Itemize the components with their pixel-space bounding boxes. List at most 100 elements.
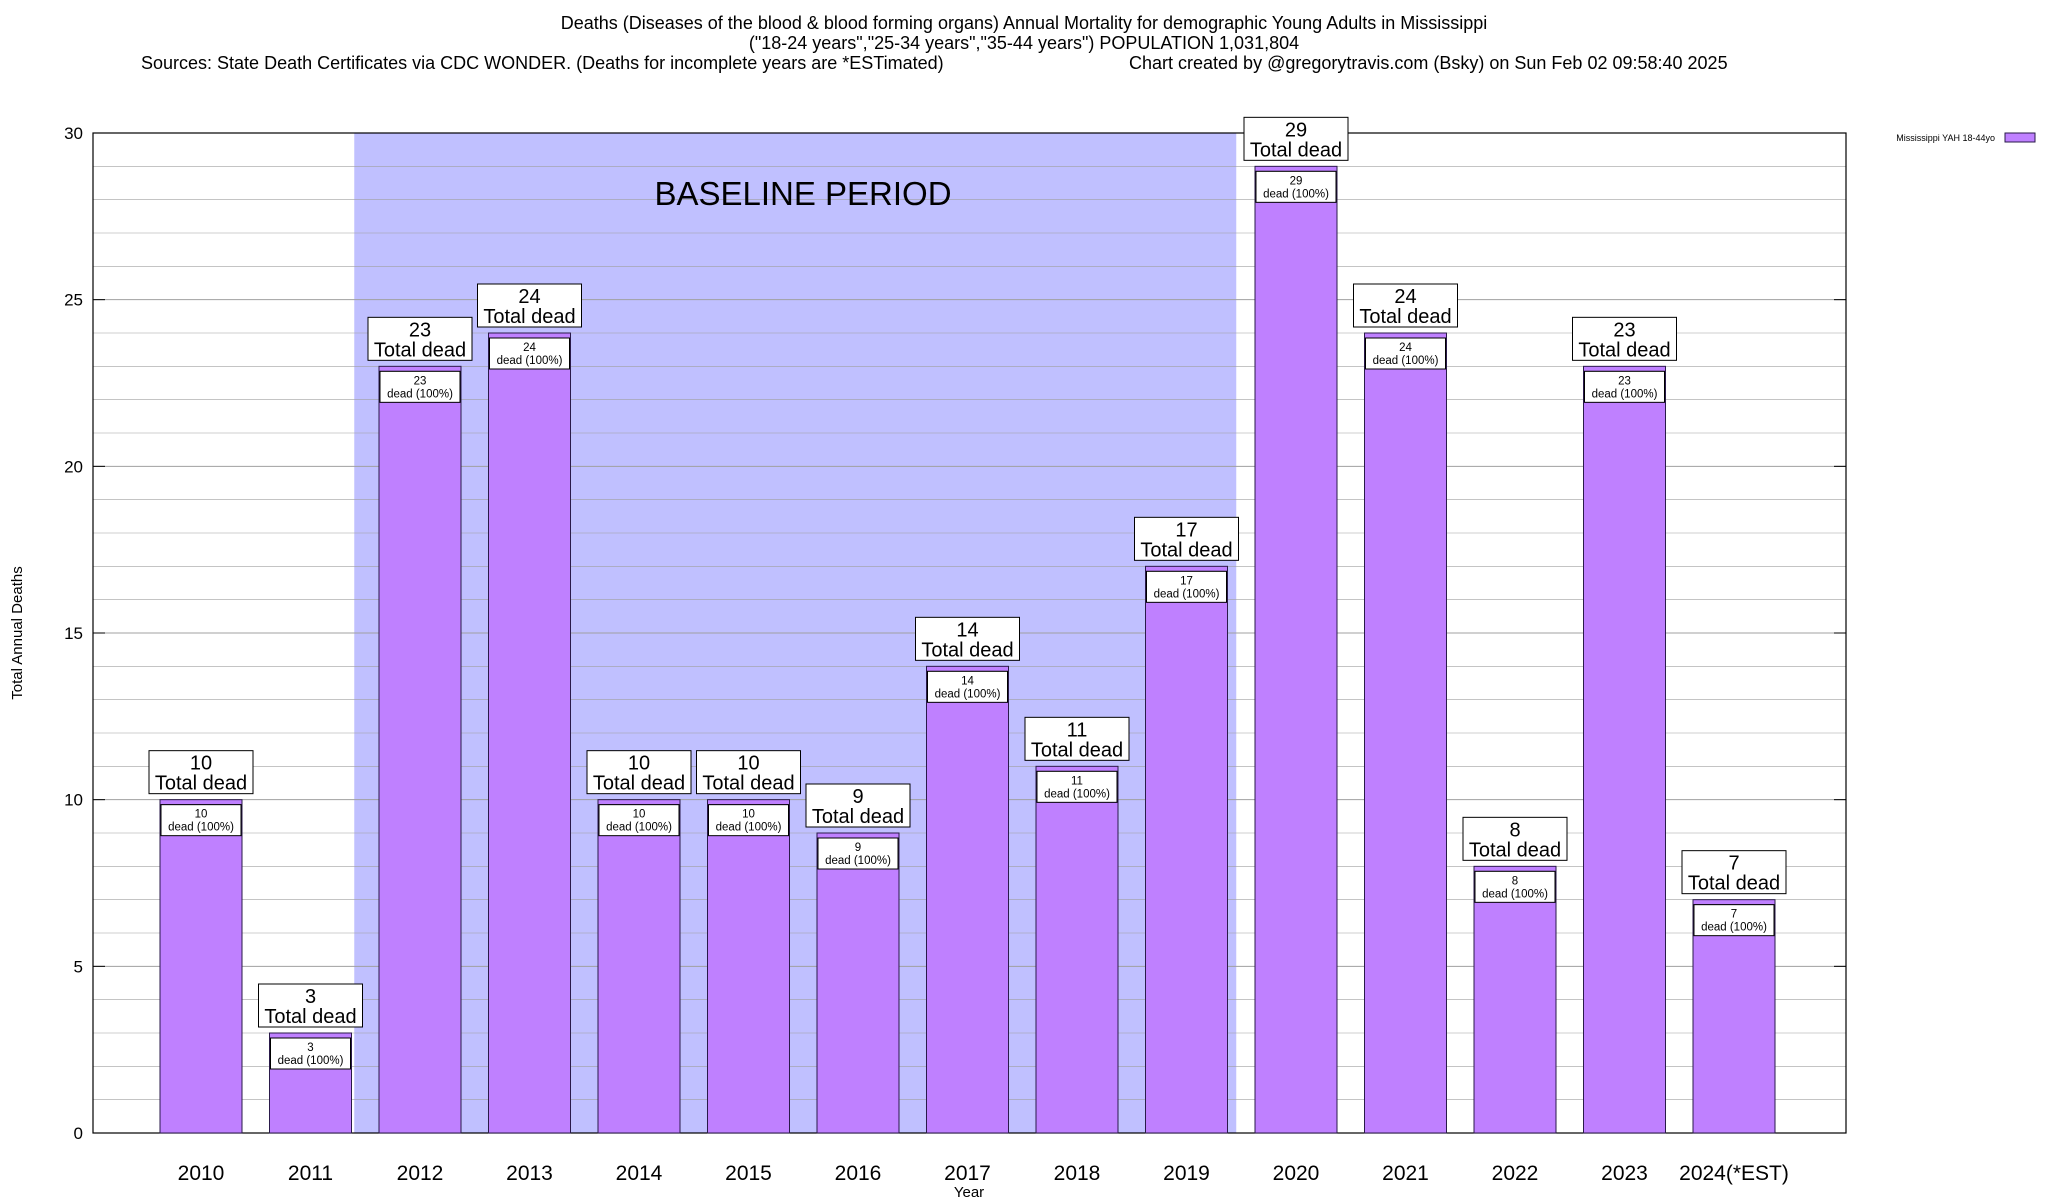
total-label-box — [148, 750, 254, 795]
total-label-box — [1134, 516, 1239, 561]
x-tick-label: 2021 — [1382, 1162, 1429, 1185]
x-tick-label: 2024(*EST) — [1679, 1162, 1789, 1185]
bar — [1145, 565, 1228, 1134]
bar — [926, 665, 1009, 1134]
bar — [378, 365, 462, 1134]
x-tick-label: 2015 — [725, 1162, 772, 1185]
inner-label-box — [1365, 337, 1446, 370]
x-tick-label: 2014 — [616, 1162, 663, 1185]
inner-label-text: dead (100%) — [387, 388, 453, 400]
inner-label-box — [598, 804, 680, 837]
total-label-box — [915, 616, 1020, 661]
total-label-box — [1462, 816, 1568, 861]
total-label-text: Total dead — [1140, 539, 1232, 561]
x-tick-label: 2010 — [178, 1162, 225, 1185]
x-tick-label: 2018 — [1054, 1162, 1101, 1185]
chart-subtitle: ("18-24 years","25-34 years","35-44 year… — [748, 33, 1300, 53]
total-label-box — [477, 283, 582, 328]
total-label-value: 29 — [1285, 119, 1307, 141]
bar — [1035, 765, 1119, 1134]
x-tick-label: 2016 — [835, 1162, 882, 1185]
inner-label-box — [1036, 770, 1118, 803]
y-tick-label: 25 — [64, 291, 83, 310]
total-label-box — [258, 983, 363, 1028]
inner-label-text: dead (100%) — [1701, 922, 1767, 934]
inner-label-box — [1255, 170, 1337, 203]
inner-label-text: dead (100%) — [278, 1055, 344, 1067]
total-label-text: Total dead — [1250, 139, 1342, 161]
bar — [597, 799, 681, 1134]
total-label-value: 7 — [1728, 853, 1739, 875]
x-tick-label: 2013 — [506, 1162, 553, 1185]
total-label-box — [805, 783, 911, 828]
inner-label-box — [708, 804, 789, 837]
inner-label-text: dead (100%) — [1263, 188, 1329, 200]
total-label-text: Total dead — [702, 773, 794, 795]
total-label-text: Total dead — [264, 1006, 356, 1028]
y-tick-label: 15 — [64, 624, 83, 643]
inner-label-box — [1584, 370, 1665, 403]
inner-label-value: 29 — [1290, 175, 1303, 187]
total-label-box — [1024, 716, 1130, 761]
inner-label-value: 17 — [1180, 575, 1193, 587]
total-label-text: Total dead — [1469, 839, 1561, 861]
chart-credit: Chart created by @gregorytravis.com (Bsk… — [1129, 53, 1728, 73]
chart-title: Deaths (Diseases of the blood & blood fo… — [560, 13, 1488, 33]
total-label-value: 24 — [1394, 286, 1416, 308]
inner-label-text: dead (100%) — [1373, 355, 1439, 367]
total-label-box — [1353, 283, 1458, 328]
bar — [159, 799, 243, 1134]
chart-sources: Sources: State Death Certificates via CD… — [141, 53, 944, 73]
total-label-value: 23 — [1613, 319, 1635, 341]
total-label-text: Total dead — [1359, 306, 1451, 328]
bar — [1692, 899, 1776, 1134]
inner-label-text: dead (100%) — [168, 822, 234, 834]
total-label-text: Total dead — [812, 806, 904, 828]
total-label-box — [1572, 316, 1677, 361]
inner-label-text: dead (100%) — [1154, 588, 1220, 600]
total-label-value: 24 — [518, 286, 540, 308]
total-label-box — [367, 316, 473, 361]
total-label-text: Total dead — [374, 339, 466, 361]
legend-swatch — [2004, 132, 2036, 143]
total-label-text: Total dead — [593, 773, 685, 795]
total-label-box — [1243, 116, 1349, 161]
total-label-box — [696, 750, 801, 795]
inner-label-box — [160, 804, 242, 837]
inner-label-value: 24 — [523, 342, 536, 354]
inner-label-text: dead (100%) — [825, 855, 891, 867]
inner-label-text: dead (100%) — [1592, 388, 1658, 400]
inner-label-value: 23 — [414, 375, 427, 387]
total-label-value: 17 — [1175, 519, 1197, 541]
inner-label-value: 7 — [1731, 909, 1737, 921]
total-label-value: 8 — [1509, 819, 1520, 841]
inner-label-value: 24 — [1399, 342, 1412, 354]
total-label-text: Total dead — [1688, 873, 1780, 895]
bar — [1364, 332, 1447, 1134]
bar — [816, 832, 900, 1134]
x-tick-label: 2023 — [1601, 1162, 1648, 1185]
inner-label-value: 9 — [855, 842, 861, 854]
inner-label-text: dead (100%) — [606, 822, 672, 834]
inner-label-box — [1693, 904, 1775, 937]
total-label-box — [1681, 850, 1787, 895]
total-label-value: 10 — [190, 753, 212, 775]
y-tick-label: 10 — [64, 791, 83, 810]
total-label-value: 9 — [852, 786, 863, 808]
inner-label-value: 14 — [961, 675, 974, 687]
x-tick-label: 2017 — [944, 1162, 991, 1185]
total-label-value: 23 — [409, 319, 431, 341]
total-label-value: 11 — [1067, 719, 1088, 741]
inner-label-value: 3 — [307, 1042, 313, 1054]
y-axis-label: Total Annual Deaths — [9, 566, 26, 699]
total-label-text: Total dead — [1578, 339, 1670, 361]
inner-label-text: dead (100%) — [716, 822, 782, 834]
x-tick-label: 2020 — [1273, 1162, 1320, 1185]
inner-label-box — [1474, 870, 1556, 903]
inner-label-box — [927, 670, 1008, 703]
inner-label-text: dead (100%) — [935, 688, 1001, 700]
inner-label-value: 8 — [1512, 875, 1518, 887]
total-label-value: 10 — [737, 753, 759, 775]
bar — [1473, 865, 1557, 1134]
